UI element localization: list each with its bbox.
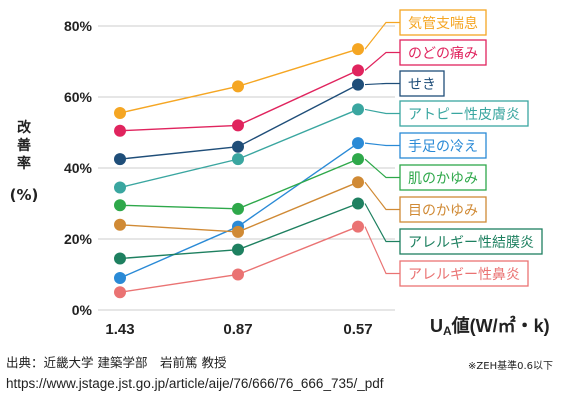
label-leader-lines xyxy=(364,21,400,275)
y-axis-label: 改善率 (%) xyxy=(10,119,39,204)
series-line xyxy=(119,158,359,210)
series-label-box xyxy=(399,164,487,191)
series-label: 手足の冷え xyxy=(408,139,478,155)
y-axis-label-char: 改 xyxy=(17,119,32,136)
leader-line xyxy=(364,203,400,243)
leader-line xyxy=(364,82,400,86)
data-point xyxy=(352,43,364,56)
x-tick-label: 1.43 xyxy=(105,321,134,338)
data-point xyxy=(114,252,126,265)
series-label: せき xyxy=(408,77,436,93)
data-point xyxy=(232,243,244,256)
series-label-box xyxy=(399,228,543,255)
data-point xyxy=(114,272,126,285)
x-axis-label-sub: A xyxy=(443,324,452,338)
series-label-box xyxy=(399,132,487,159)
data-point xyxy=(114,181,126,194)
leader-line xyxy=(364,142,400,147)
data-point xyxy=(114,218,126,231)
y-tick-label: 40% xyxy=(64,160,93,176)
y-axis-label-char: 率 xyxy=(17,155,31,172)
leader-line xyxy=(364,181,400,211)
leader-line xyxy=(364,51,400,71)
data-point xyxy=(232,80,244,93)
leader-line xyxy=(364,108,400,115)
series-label-box xyxy=(399,260,529,287)
series-label-box xyxy=(399,70,445,97)
line-chart: 0% 20% 40% 60% 80% 1.43 0.87 0.57 気管支喘息のどの痛みせき… xyxy=(10,9,550,338)
series-label-box xyxy=(399,39,487,66)
data-point xyxy=(352,176,364,189)
leader-line xyxy=(364,21,400,50)
x-axis-label-rest: 値(W/㎡・k) xyxy=(451,315,550,336)
source-url[interactable]: https://www.jstage.jst.go.jp/article/aij… xyxy=(6,376,384,391)
series-label: アレルギー性結膜炎 xyxy=(408,235,534,251)
series-points xyxy=(114,43,364,299)
y-tick-label: 0% xyxy=(72,302,93,318)
data-point xyxy=(114,199,126,212)
data-point xyxy=(352,153,364,166)
x-tick-label: 0.57 xyxy=(343,321,372,338)
y-axis-label-line: (%) xyxy=(10,186,39,204)
series-label-box xyxy=(399,9,487,36)
y-axis-ticks: 0% 20% 40% 60% 80% xyxy=(64,18,93,318)
series-labels: 気管支喘息のどの痛みせきアトピー性皮膚炎手足の冷え肌のかゆみ目のかゆみアレルギー… xyxy=(399,9,543,287)
data-point xyxy=(232,153,244,166)
data-point xyxy=(232,140,244,153)
series-label: のどの痛み xyxy=(408,45,478,62)
data-point xyxy=(352,197,364,210)
series-label-box xyxy=(399,100,529,127)
series-label: 気管支喘息 xyxy=(408,15,478,32)
series-label: 肌のかゆみ xyxy=(408,171,478,187)
source-credit: 出典：近畿大学 建築学部 岩前篤 教授 xyxy=(6,355,227,370)
x-tick-label: 0.87 xyxy=(223,321,252,338)
series-label-box xyxy=(399,196,487,223)
data-point xyxy=(232,268,244,281)
data-point xyxy=(232,119,244,132)
x-axis-label: UA値(W/㎡・k) xyxy=(430,315,550,338)
data-point xyxy=(352,103,364,116)
leader-line xyxy=(364,226,400,275)
source-note: ※ZEH基準0.6以下 xyxy=(468,361,553,372)
series-label: アトピー性皮膚炎 xyxy=(408,107,520,123)
data-point xyxy=(232,202,244,215)
data-point xyxy=(232,225,244,238)
data-point xyxy=(114,124,126,137)
x-axis-ticks: 1.43 0.87 0.57 xyxy=(105,321,372,338)
data-point xyxy=(352,137,364,150)
data-point xyxy=(352,220,364,233)
data-point xyxy=(114,106,126,119)
leader-line xyxy=(364,158,400,179)
data-point xyxy=(114,153,126,166)
grid-lines xyxy=(98,25,395,311)
x-axis-label-main: U xyxy=(430,316,443,336)
y-axis-label-char: 善 xyxy=(17,137,31,154)
y-tick-label: 80% xyxy=(64,18,93,34)
data-point xyxy=(352,78,364,91)
y-tick-label: 20% xyxy=(64,231,93,247)
data-point xyxy=(114,286,126,299)
y-tick-label: 60% xyxy=(64,89,93,105)
series-label: アレルギー性鼻炎 xyxy=(408,266,520,283)
series-label: 目のかゆみ xyxy=(408,203,478,219)
data-point xyxy=(352,64,364,77)
